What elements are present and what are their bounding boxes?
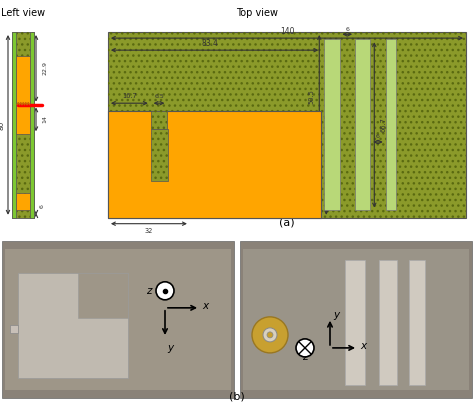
Text: x: x (202, 301, 208, 311)
Bar (355, 39, 370, 210)
Text: (b): (b) (229, 392, 245, 402)
Text: 6: 6 (376, 135, 380, 139)
Circle shape (252, 317, 288, 353)
Text: 80: 80 (0, 120, 5, 129)
Bar (12, 32, 16, 218)
Text: 32: 32 (145, 228, 153, 234)
Circle shape (156, 282, 174, 300)
Bar (240, 241, 472, 398)
Text: 6.5: 6.5 (154, 93, 164, 99)
Bar (151, 111, 167, 129)
Bar (379, 260, 397, 385)
Text: 20.3: 20.3 (170, 146, 183, 152)
Bar (151, 129, 168, 181)
Bar (345, 260, 365, 385)
Bar (16, 56, 30, 134)
Text: 140: 140 (280, 27, 294, 35)
Text: 6: 6 (39, 204, 45, 208)
Text: 14: 14 (43, 115, 47, 123)
Circle shape (267, 332, 273, 338)
Bar (243, 249, 469, 390)
Bar (151, 129, 168, 181)
Text: 50.5: 50.5 (308, 89, 314, 104)
Bar (2, 241, 234, 398)
Text: x: x (360, 341, 366, 351)
Bar (10, 325, 18, 333)
Text: y: y (167, 343, 173, 353)
Bar (108, 32, 466, 218)
Circle shape (296, 339, 314, 357)
Text: z: z (302, 352, 308, 362)
Bar (386, 39, 396, 210)
Text: 6.9: 6.9 (134, 115, 139, 125)
Text: 16.7: 16.7 (122, 93, 137, 99)
Text: (a): (a) (279, 218, 295, 228)
Bar (16, 193, 30, 210)
Bar (108, 111, 321, 218)
Text: z: z (146, 286, 152, 296)
Bar (324, 39, 339, 210)
Circle shape (263, 328, 277, 342)
Bar (18, 273, 128, 378)
Text: 6.9: 6.9 (160, 177, 170, 181)
Text: Top view: Top view (236, 8, 278, 18)
Bar (409, 260, 425, 385)
Bar (30, 32, 34, 218)
Bar (5, 249, 231, 390)
Bar (108, 32, 466, 218)
Text: 83.4: 83.4 (201, 39, 218, 48)
Bar (12, 32, 34, 218)
Bar (151, 111, 167, 129)
Text: 6: 6 (346, 27, 349, 32)
Bar (78, 273, 128, 318)
Text: y: y (333, 310, 339, 320)
Bar (12, 32, 34, 218)
Text: 22.9: 22.9 (43, 61, 47, 75)
Text: 41.5: 41.5 (333, 157, 339, 172)
Text: Left view: Left view (1, 8, 45, 18)
Text: 66.7: 66.7 (380, 117, 386, 132)
